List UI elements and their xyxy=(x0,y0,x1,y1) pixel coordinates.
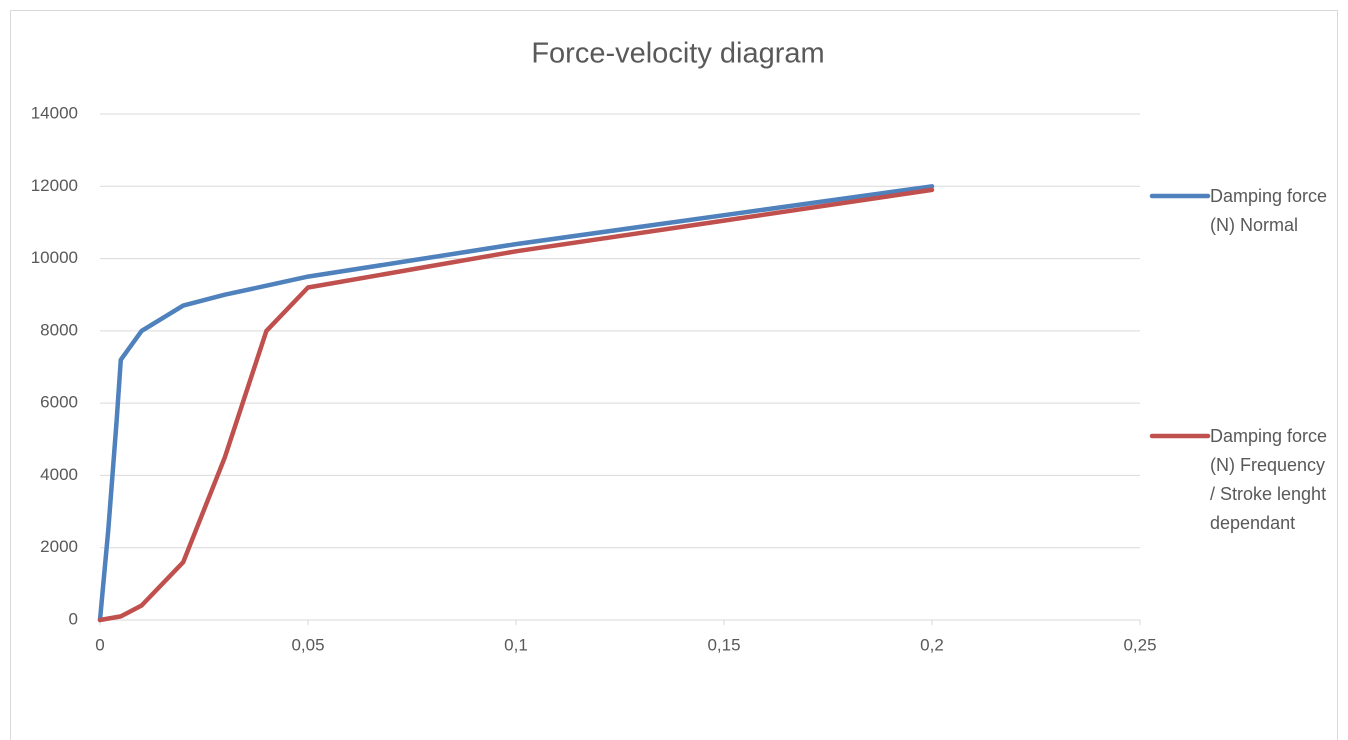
x-tick-label: 0 xyxy=(95,635,104,654)
x-tick-label: 0,05 xyxy=(291,635,324,654)
y-tick-label: 14000 xyxy=(31,103,78,122)
x-tick-label: 0,1 xyxy=(504,635,528,654)
x-tick-label: 0,2 xyxy=(920,635,944,654)
y-tick-label: 2000 xyxy=(40,537,78,556)
y-tick-label: 10000 xyxy=(31,248,78,267)
y-tick-label: 0 xyxy=(69,609,78,628)
legend-label: Damping force (N) Frequency / Stroke len… xyxy=(1210,426,1328,533)
x-tick-label: 0,15 xyxy=(707,635,740,654)
chart-border xyxy=(10,10,1338,740)
series-line xyxy=(97,184,935,623)
y-tick-label: 8000 xyxy=(40,320,78,339)
chart-title: Force-velocity diagram xyxy=(531,38,824,70)
y-tick-label: 4000 xyxy=(40,465,78,484)
y-tick-label: 12000 xyxy=(31,176,78,195)
series-line xyxy=(97,187,935,623)
y-tick-label: 6000 xyxy=(40,393,78,412)
x-tick-label: 0,25 xyxy=(1123,635,1156,654)
legend-label: Damping force (N) Normal xyxy=(1210,186,1328,235)
